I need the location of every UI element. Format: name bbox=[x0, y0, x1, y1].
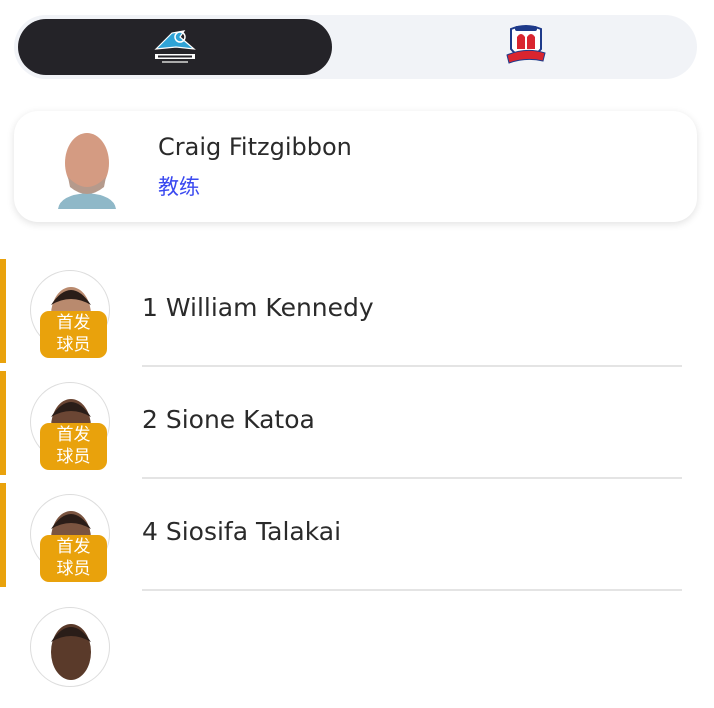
sharks-logo-icon bbox=[154, 30, 196, 63]
player-row[interactable]: 首发 球员 2 Sione Katoa bbox=[0, 371, 714, 483]
starter-indicator-bar bbox=[0, 371, 6, 475]
starter-indicator-bar bbox=[0, 259, 6, 363]
coach-name: Craig Fitzgibbon bbox=[158, 133, 352, 161]
player-name: 2 Sione Katoa bbox=[142, 405, 315, 434]
tab-sharks[interactable] bbox=[18, 19, 332, 75]
team-toggle bbox=[14, 15, 697, 79]
coach-photo bbox=[58, 133, 116, 209]
roosters-logo-icon bbox=[506, 25, 546, 64]
coach-card[interactable]: Craig Fitzgibbon 教练 bbox=[14, 111, 697, 222]
starter-badge: 首发 球员 bbox=[40, 311, 107, 358]
player-row[interactable]: 首发 球员 1 William Kennedy bbox=[0, 259, 714, 371]
divider bbox=[142, 477, 682, 479]
starter-badge: 首发 球员 bbox=[40, 423, 107, 470]
starter-indicator-bar bbox=[0, 483, 6, 587]
coach-role: 教练 bbox=[158, 175, 200, 199]
divider bbox=[142, 589, 682, 591]
player-avatar bbox=[30, 607, 110, 687]
player-row[interactable] bbox=[0, 596, 714, 708]
player-name: 4 Siosifa Talakai bbox=[142, 517, 342, 546]
player-row[interactable]: 首发 球员 4 Siosifa Talakai bbox=[0, 483, 714, 595]
divider bbox=[142, 365, 682, 367]
tab-roosters[interactable] bbox=[359, 19, 693, 75]
player-name: 1 William Kennedy bbox=[142, 293, 374, 322]
starter-badge: 首发 球员 bbox=[40, 535, 107, 582]
